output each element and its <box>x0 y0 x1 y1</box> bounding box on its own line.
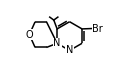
Text: N: N <box>66 46 73 56</box>
Text: N: N <box>53 38 61 48</box>
Text: O: O <box>25 30 33 40</box>
Text: Br: Br <box>92 24 103 34</box>
